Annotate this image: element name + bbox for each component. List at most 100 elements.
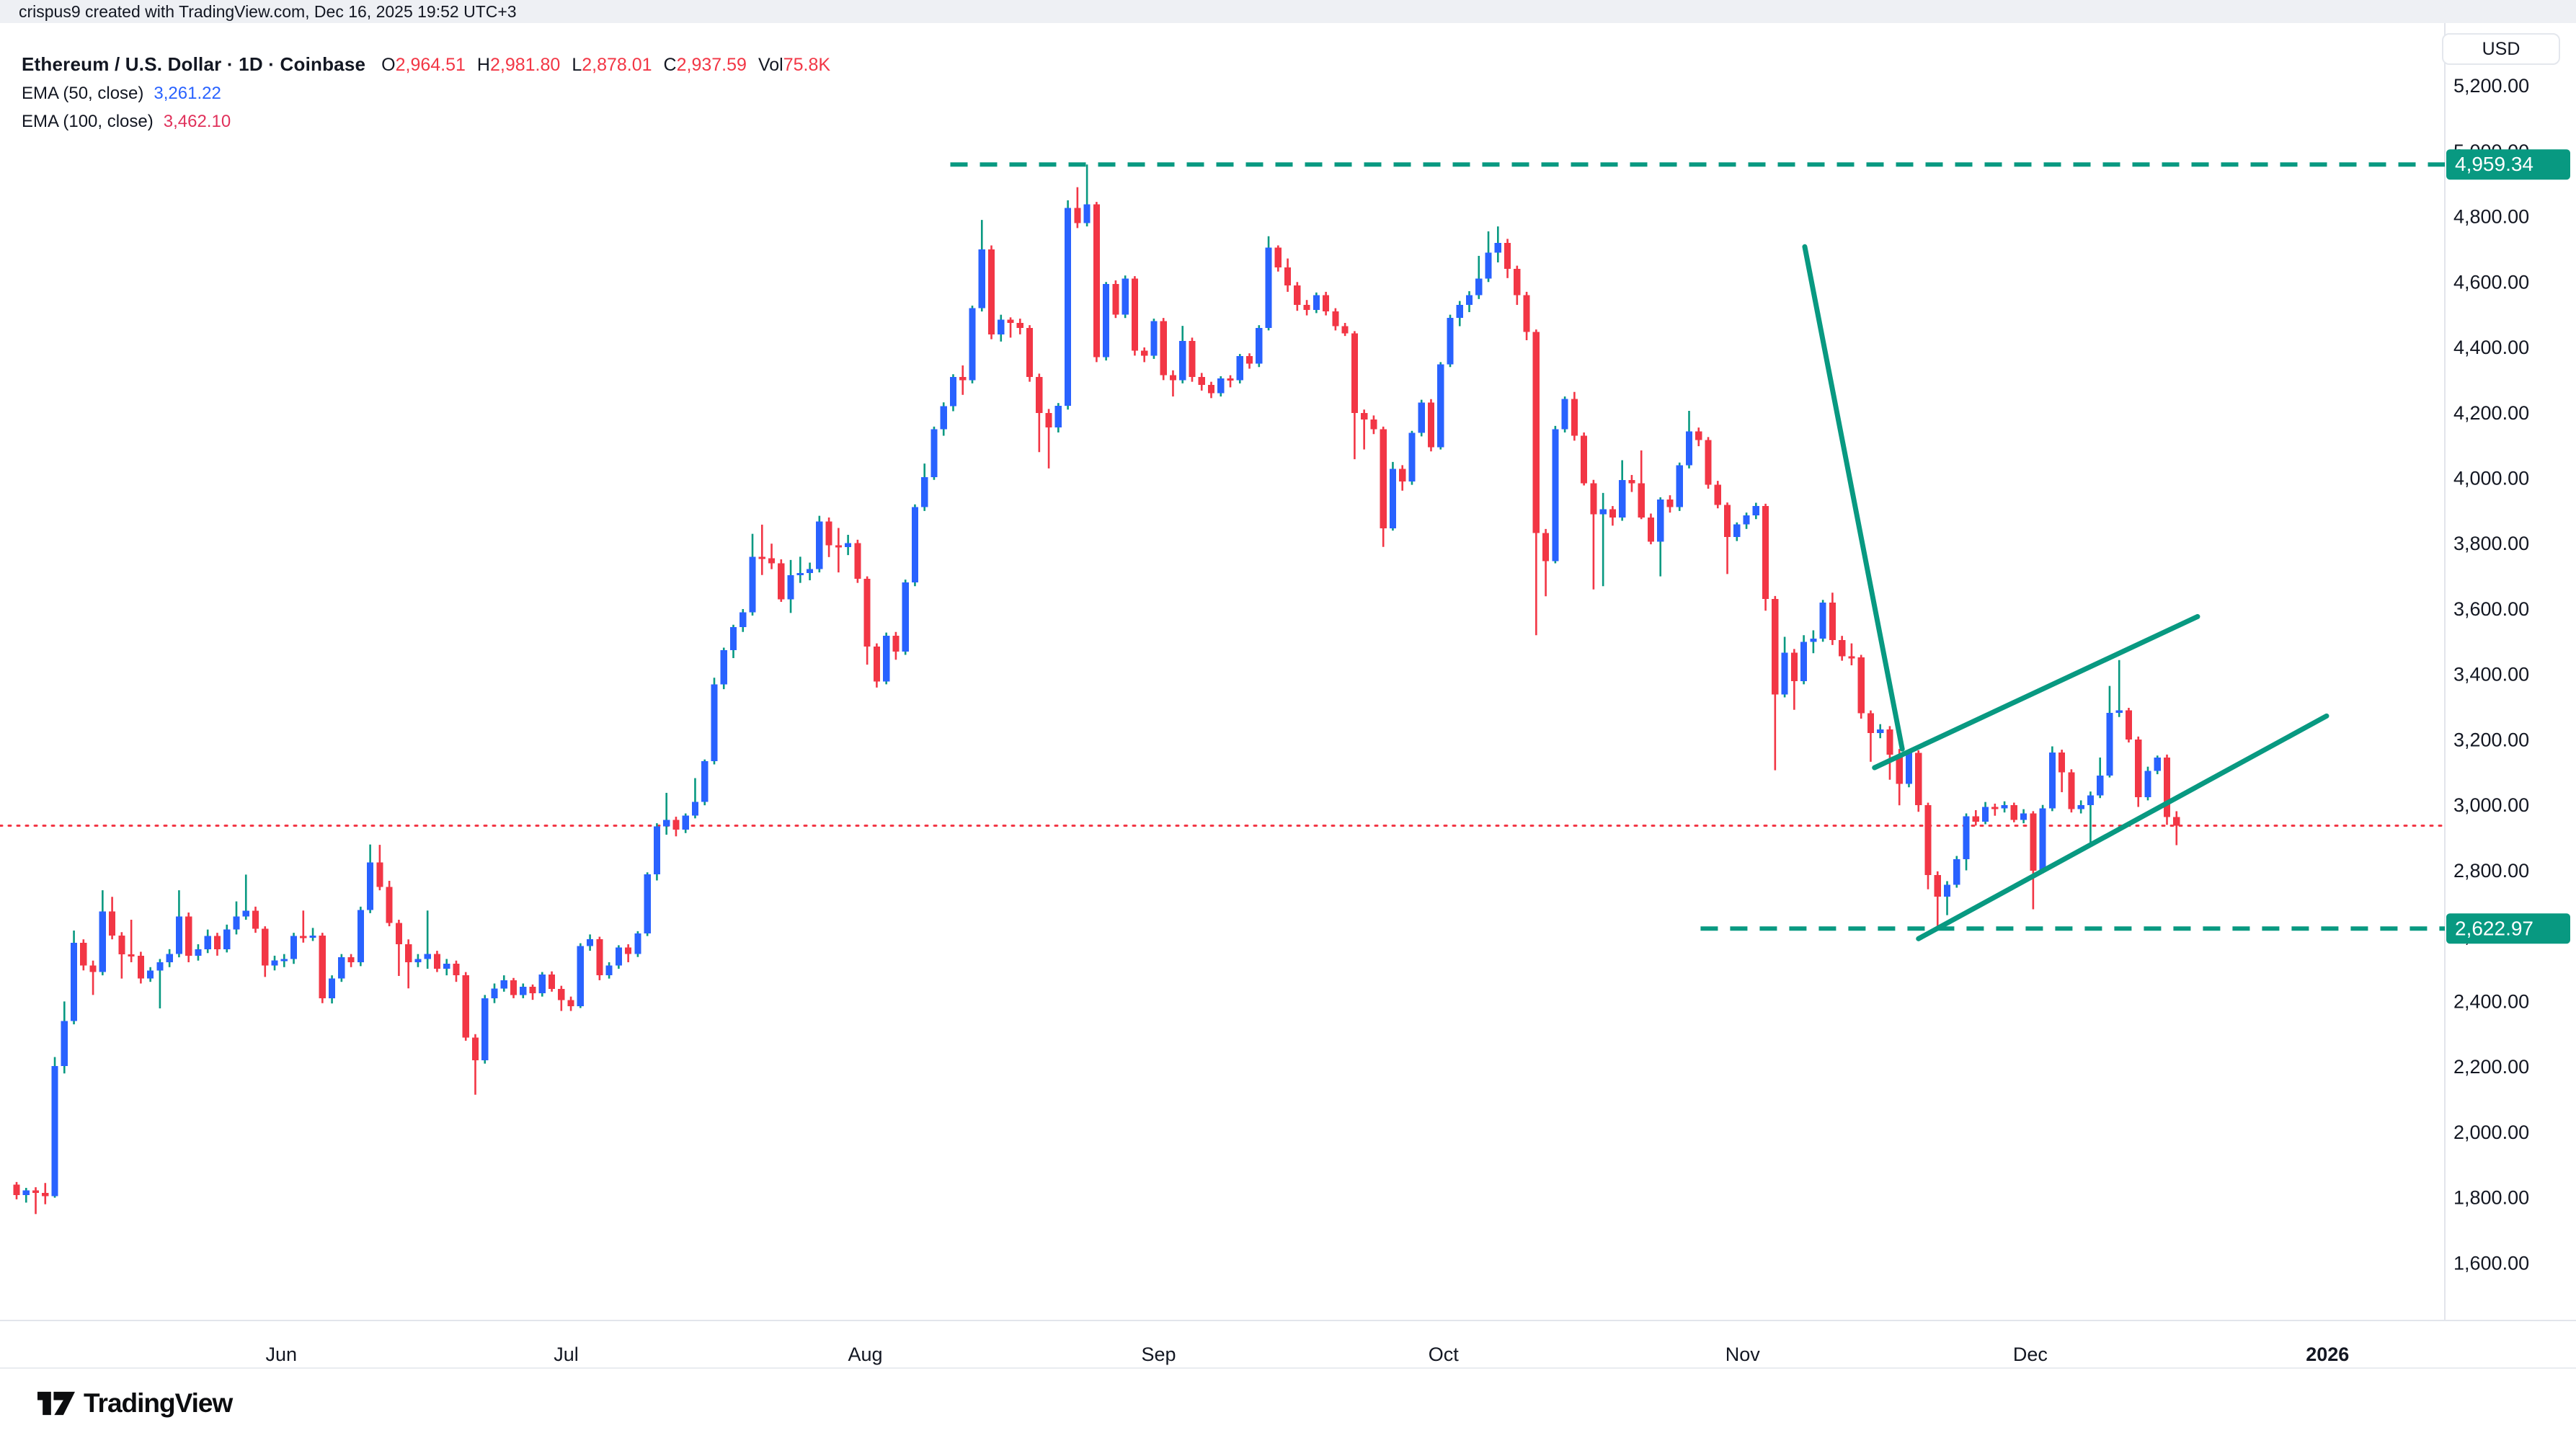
- price-tick-label[interactable]: 2,400.00: [2453, 990, 2529, 1012]
- price-tick-label[interactable]: 2,800.00: [2453, 860, 2529, 882]
- price-tick-label[interactable]: 4,200.00: [2453, 402, 2529, 424]
- candle-body: [1848, 656, 1855, 659]
- candle-body: [2030, 813, 2037, 871]
- price-tick-label[interactable]: 1,600.00: [2453, 1252, 2529, 1274]
- symbol-title[interactable]: Ethereum / U.S. Dollar · 1D · Coinbase: [22, 53, 366, 75]
- price-tick-label[interactable]: 4,400.00: [2453, 337, 2529, 358]
- candle-body: [1857, 657, 1865, 714]
- tradingview-logo-icon: [37, 1391, 75, 1416]
- candle-body: [481, 998, 489, 1061]
- candle-body: [1341, 326, 1349, 334]
- candle-body: [510, 980, 518, 995]
- candle-body: [1265, 247, 1272, 328]
- candle-body: [1905, 753, 1913, 784]
- candle-body: [1169, 375, 1177, 381]
- ema100-row[interactable]: EMA (100, close) 3,462.10: [22, 112, 842, 132]
- candle-body: [1790, 652, 1798, 681]
- price-tick-label[interactable]: 1,800.00: [2453, 1187, 2529, 1209]
- candle-body: [998, 319, 1005, 334]
- candle-body: [99, 911, 106, 972]
- candle-body: [1485, 252, 1492, 279]
- time-tick-Oct[interactable]: Oct: [1429, 1344, 1460, 1365]
- time-tick-Dec[interactable]: Dec: [2013, 1344, 2048, 1365]
- candle-body: [1207, 385, 1215, 394]
- candle-body: [1332, 311, 1339, 327]
- candle-body: [949, 376, 957, 407]
- candle-body: [166, 954, 173, 962]
- time-tick-Nov[interactable]: Nov: [1726, 1344, 1761, 1365]
- candle-body: [1284, 267, 1292, 285]
- candle-body: [2125, 710, 2133, 740]
- tradingview-logo[interactable]: TradingView: [37, 1388, 233, 1419]
- candle-body: [921, 477, 928, 507]
- candle-body: [1083, 204, 1091, 223]
- candle-body: [520, 987, 527, 995]
- candle-body: [1437, 364, 1444, 448]
- candle-body: [1581, 435, 1588, 484]
- price-tick-label[interactable]: 2,200.00: [2453, 1056, 2529, 1078]
- candle-body: [338, 957, 345, 979]
- trendline-rising-wedge-upper: [1872, 613, 2200, 771]
- candle-body: [1122, 278, 1129, 315]
- ohlc-high: H2,981.80: [476, 55, 561, 75]
- time-tick-Sep[interactable]: Sep: [1142, 1344, 1176, 1365]
- price-tick-label[interactable]: 3,200.00: [2453, 729, 2529, 750]
- candle-body: [271, 960, 278, 966]
- candle-body: [1934, 874, 1941, 897]
- time-tick-2026[interactable]: 2026: [2306, 1344, 2349, 1365]
- time-tick-Aug[interactable]: Aug: [848, 1344, 882, 1365]
- price-tick-label[interactable]: 3,600.00: [2453, 598, 2529, 620]
- candle-body: [1657, 499, 1664, 542]
- candle-body: [1103, 284, 1110, 358]
- candle-body: [1619, 479, 1626, 518]
- candle-body: [1065, 208, 1072, 407]
- candle-body: [778, 563, 785, 600]
- candle-body: [471, 1037, 479, 1061]
- candle-body: [2010, 805, 2017, 820]
- candle-body: [940, 406, 947, 430]
- candle-body: [1752, 506, 1759, 516]
- price-tick-label[interactable]: 4,800.00: [2453, 206, 2529, 228]
- candle-body: [577, 946, 584, 1007]
- candle-body: [1972, 816, 1979, 822]
- candle-body: [395, 923, 402, 945]
- price-tick-label[interactable]: 4,600.00: [2453, 271, 2529, 293]
- candle-body: [195, 949, 202, 956]
- candle-body: [740, 612, 747, 627]
- price-tick-label[interactable]: 3,400.00: [2453, 664, 2529, 685]
- candle-body: [1236, 355, 1243, 381]
- time-tick-Jun[interactable]: Jun: [266, 1344, 298, 1365]
- candle-body: [175, 916, 183, 954]
- candle-body: [357, 910, 364, 962]
- candle-body: [213, 936, 221, 949]
- candle-body: [1303, 305, 1310, 310]
- price-tick-label[interactable]: 4,000.00: [2453, 468, 2529, 489]
- candle-body: [1532, 332, 1540, 533]
- volume-value: Vol75.8K: [758, 55, 831, 75]
- candle-body: [1829, 602, 1836, 641]
- candle-body: [1723, 505, 1731, 538]
- candle-body: [309, 935, 316, 938]
- candle-body: [1227, 378, 1234, 381]
- candle-body: [1819, 602, 1826, 639]
- candle-body: [1447, 318, 1454, 365]
- candle-body: [529, 987, 536, 994]
- candle-body: [1256, 327, 1263, 364]
- candle-body: [1915, 753, 1922, 806]
- candle-body: [1475, 278, 1483, 296]
- price-tick-label[interactable]: 5,200.00: [2453, 75, 2529, 97]
- candle-body: [1016, 322, 1023, 328]
- candle-body: [1772, 598, 1779, 695]
- ema50-row[interactable]: EMA (50, close) 3,261.22: [22, 84, 842, 104]
- candle-body: [347, 957, 355, 962]
- currency-selector[interactable]: USD: [2442, 33, 2560, 65]
- candle-body: [1313, 295, 1320, 310]
- price-tick-label[interactable]: 3,000.00: [2453, 794, 2529, 816]
- price-tick-label[interactable]: 2,000.00: [2453, 1122, 2529, 1143]
- candle-body: [1112, 284, 1119, 315]
- price-tick-label[interactable]: 3,800.00: [2453, 533, 2529, 554]
- time-tick-Jul[interactable]: Jul: [554, 1344, 579, 1365]
- candle-body: [1294, 285, 1301, 306]
- candle-body: [1389, 469, 1397, 528]
